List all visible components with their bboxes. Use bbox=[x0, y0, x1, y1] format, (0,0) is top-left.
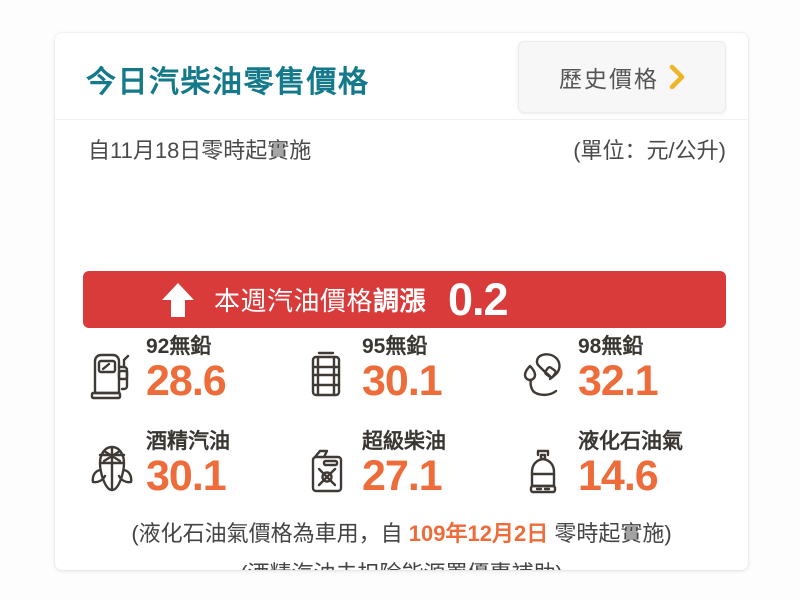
price-change-text: 本週汽油價格調漲 bbox=[214, 281, 426, 318]
price-label: 超級柴油 bbox=[362, 430, 446, 453]
price-info: 超級柴油 27.1 bbox=[357, 431, 446, 498]
price-label: 液化石油氣 bbox=[578, 430, 683, 453]
price-item-ethanol: 酒精汽油 30.1 bbox=[83, 431, 299, 518]
price-change-value: 0.2 bbox=[448, 274, 509, 325]
meta-row: 自11月18日零時起實施 (單位：元/公升) bbox=[55, 120, 748, 168]
price-info: 95無鉛 30.1 bbox=[357, 335, 443, 405]
footnote-ethanol: (酒精汽油未扣除能源署優惠補助) bbox=[65, 558, 738, 570]
fuel-nozzle-icon bbox=[515, 336, 573, 410]
chevron-right-icon bbox=[669, 64, 685, 90]
price-value: 32.1 bbox=[578, 357, 659, 405]
jerrycan-icon bbox=[299, 431, 357, 505]
price-change-banner: 本週汽油價格調漲 0.2 bbox=[83, 271, 726, 328]
footnote-lpg: (液化石油氣價格為車用，自 109年12月2日 零時起實施) bbox=[65, 518, 738, 550]
gas-cylinder-icon bbox=[515, 431, 573, 505]
price-value: 30.1 bbox=[146, 452, 227, 500]
footnote-lpg-suffix: 零時起實施) bbox=[548, 521, 672, 546]
effective-date-text: 自11月18日零時起實施 bbox=[88, 138, 312, 163]
price-change-prefix: 本週汽油價格 bbox=[214, 286, 374, 316]
price-value: 14.6 bbox=[578, 452, 659, 500]
fuel-price-card: 今日汽柴油零售價格 歷史價格 自11月18日零時起實施 (單位：元/公升) bbox=[55, 33, 748, 570]
price-item-lpg: 液化石油氣 14.6 bbox=[515, 431, 731, 518]
price-value: 28.6 bbox=[146, 357, 227, 405]
price-item-diesel: 超級柴油 27.1 bbox=[299, 431, 515, 518]
unit-note-text: (單位：元/公升) bbox=[573, 138, 726, 163]
price-info: 92無鉛 28.6 bbox=[141, 335, 227, 405]
fuel-pump-icon bbox=[83, 336, 141, 410]
arrow-up-icon bbox=[161, 281, 195, 319]
price-item-95: 95無鉛 30.1 bbox=[299, 336, 515, 423]
price-label: 95無鉛 bbox=[362, 335, 428, 358]
price-value: 30.1 bbox=[362, 357, 443, 405]
price-item-98: 98無鉛 32.1 bbox=[515, 336, 731, 423]
footnotes: (液化石油氣價格為車用，自 109年12月2日 零時起實施) (酒精汽油未扣除能… bbox=[55, 518, 748, 570]
corn-icon bbox=[83, 431, 141, 505]
price-info: 液化石油氣 14.6 bbox=[573, 431, 683, 498]
card-body: 自11月18日零時起實施 (單位：元/公升) 本週汽油價格調漲 0.2 bbox=[55, 120, 748, 570]
card-header: 今日汽柴油零售價格 歷史價格 bbox=[55, 33, 748, 120]
price-grid: 92無鉛 28.6 bbox=[83, 336, 731, 518]
price-change-emphasis: 調漲 bbox=[373, 286, 427, 316]
page-title: 今日汽柴油零售價格 bbox=[86, 66, 370, 99]
price-info: 酒精汽油 30.1 bbox=[141, 431, 230, 498]
oil-barrel-icon bbox=[299, 336, 357, 410]
price-info: 98無鉛 32.1 bbox=[573, 335, 659, 405]
footnote-lpg-prefix: (液化石油氣價格為車用，自 bbox=[131, 521, 409, 546]
footnote-lpg-date: 109年12月2日 bbox=[408, 521, 549, 546]
price-value: 27.1 bbox=[362, 452, 443, 500]
price-label: 92無鉛 bbox=[146, 335, 212, 358]
price-item-92: 92無鉛 28.6 bbox=[83, 336, 299, 423]
price-label: 酒精汽油 bbox=[146, 430, 230, 453]
price-label: 98無鉛 bbox=[578, 335, 644, 358]
history-price-button[interactable]: 歷史價格 bbox=[518, 41, 726, 113]
history-price-button-label: 歷史價格 bbox=[559, 66, 659, 92]
